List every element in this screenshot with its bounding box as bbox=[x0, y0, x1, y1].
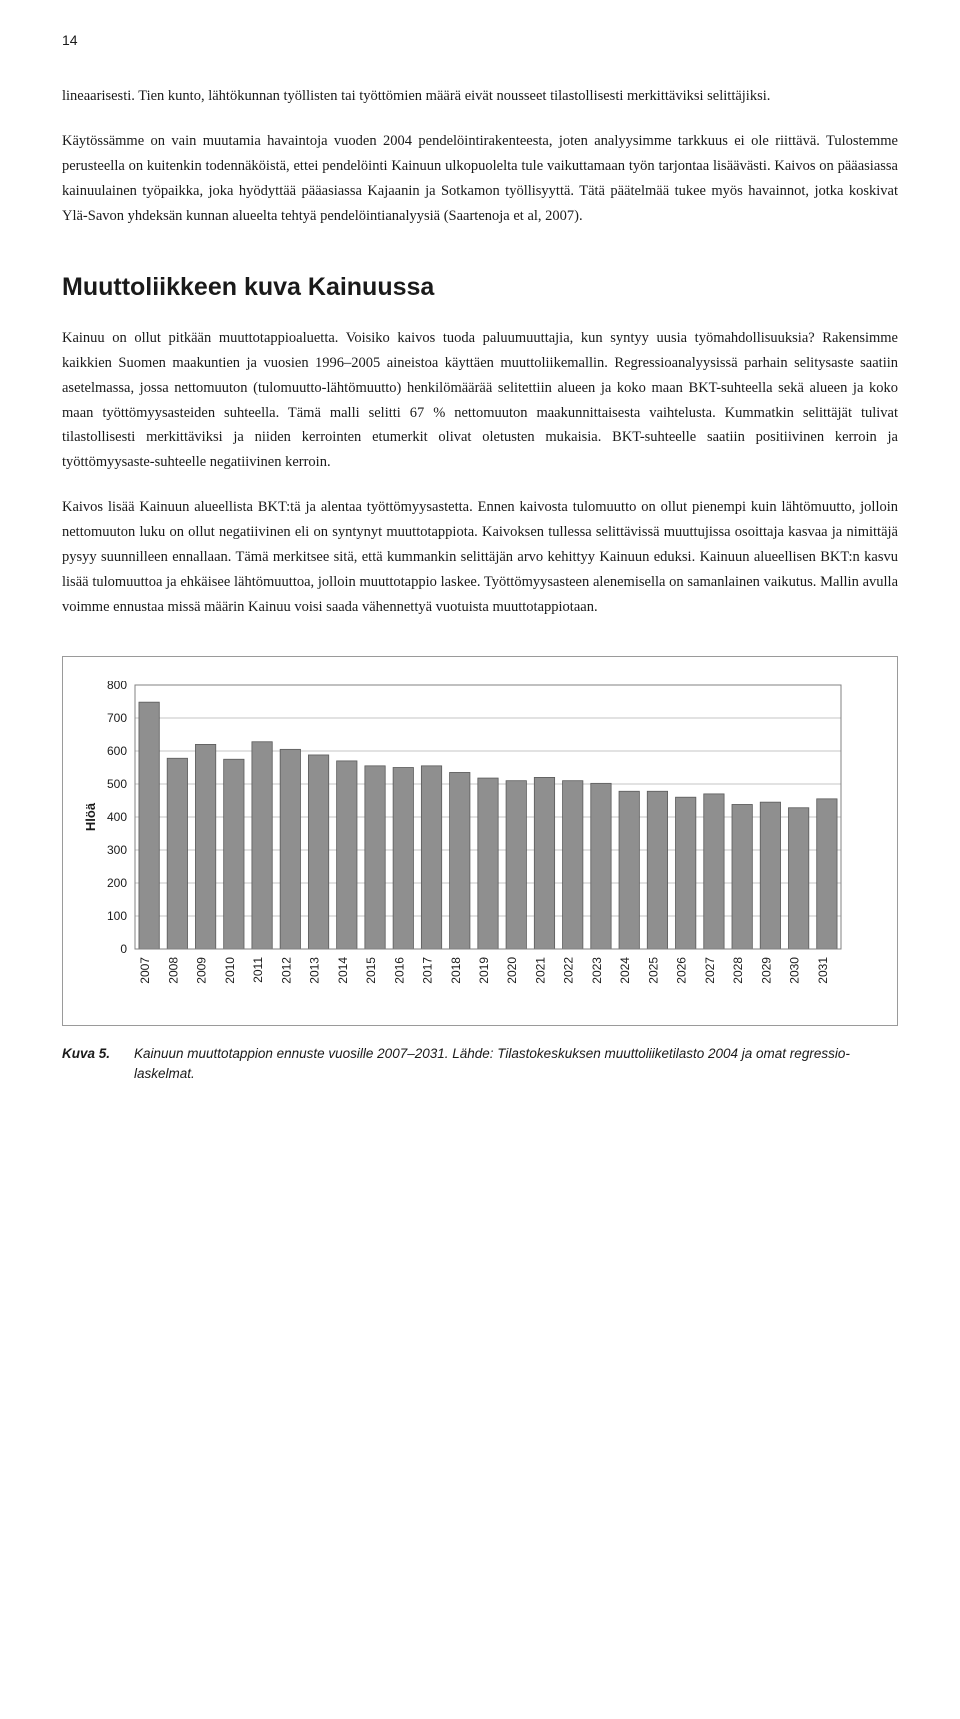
svg-text:2008: 2008 bbox=[166, 957, 180, 984]
caption-label: Kuva 5. bbox=[62, 1044, 134, 1085]
svg-text:2015: 2015 bbox=[364, 957, 378, 984]
svg-text:2021: 2021 bbox=[533, 957, 547, 984]
figure-caption: Kuva 5. Kainuun muuttotappion ennuste vu… bbox=[62, 1044, 898, 1085]
svg-text:2010: 2010 bbox=[223, 957, 237, 984]
svg-text:2017: 2017 bbox=[421, 957, 435, 984]
chart-bar bbox=[450, 772, 470, 949]
chart-bar bbox=[760, 802, 780, 949]
svg-text:400: 400 bbox=[107, 810, 127, 824]
chart-bar bbox=[534, 777, 554, 949]
chart-bar bbox=[224, 759, 244, 949]
section-heading: Muuttoliikkeen kuva Kainuussa bbox=[62, 273, 898, 302]
paragraph-4: Kaivos lisää Kainuun alueellista BKT:tä … bbox=[62, 495, 898, 620]
svg-text:2013: 2013 bbox=[308, 957, 322, 984]
chart-bar bbox=[393, 768, 413, 950]
chart-bar bbox=[704, 794, 724, 949]
chart-bar bbox=[280, 749, 300, 949]
svg-text:2018: 2018 bbox=[449, 957, 463, 984]
chart-bar bbox=[195, 744, 215, 949]
svg-text:2024: 2024 bbox=[618, 957, 632, 984]
svg-text:2007: 2007 bbox=[138, 957, 152, 984]
svg-text:2031: 2031 bbox=[816, 957, 830, 984]
svg-text:2009: 2009 bbox=[195, 957, 209, 984]
bar-chart: 0 100 200 300 400 500 600 700 800 2007 2008 2009 201… bbox=[81, 681, 849, 1011]
chart-bar bbox=[563, 781, 583, 949]
svg-text:2026: 2026 bbox=[675, 957, 689, 984]
svg-text:2029: 2029 bbox=[759, 957, 773, 984]
svg-text:200: 200 bbox=[107, 876, 127, 890]
chart-bar bbox=[337, 761, 357, 949]
chart-bar bbox=[788, 808, 808, 949]
chart-bar bbox=[817, 799, 837, 949]
svg-text:2016: 2016 bbox=[392, 957, 406, 984]
paragraph-3: Kainuu on ollut pitkään muuttotappioalue… bbox=[62, 326, 898, 476]
chart-bar bbox=[167, 758, 187, 949]
chart-bar bbox=[619, 791, 639, 949]
svg-text:600: 600 bbox=[107, 744, 127, 758]
svg-text:800: 800 bbox=[107, 681, 127, 692]
svg-text:0: 0 bbox=[120, 942, 127, 956]
svg-text:2012: 2012 bbox=[279, 957, 293, 984]
caption-text: Kainuun muuttotappion ennuste vuosille 2… bbox=[134, 1044, 898, 1085]
paragraph-2: Käytössämme on vain muutamia havaintoja … bbox=[62, 129, 898, 229]
svg-text:Hlöä: Hlöä bbox=[83, 802, 98, 831]
chart-bar bbox=[252, 742, 272, 949]
svg-text:300: 300 bbox=[107, 843, 127, 857]
chart-bar bbox=[478, 778, 498, 949]
svg-text:2020: 2020 bbox=[505, 957, 519, 984]
svg-text:2028: 2028 bbox=[731, 957, 745, 984]
chart-bar bbox=[139, 702, 159, 949]
svg-text:700: 700 bbox=[107, 711, 127, 725]
svg-text:2019: 2019 bbox=[477, 957, 491, 984]
svg-text:100: 100 bbox=[107, 909, 127, 923]
paragraph-1: lineaarisesti. Tien kunto, lähtökunnan t… bbox=[62, 84, 898, 109]
chart-bar bbox=[365, 766, 385, 949]
chart-container: 0 100 200 300 400 500 600 700 800 2007 2008 2009 201… bbox=[62, 656, 898, 1026]
chart-bar bbox=[732, 804, 752, 949]
svg-text:2023: 2023 bbox=[590, 957, 604, 984]
chart-bar bbox=[421, 766, 441, 949]
svg-text:2030: 2030 bbox=[788, 957, 802, 984]
page-number: 14 bbox=[62, 32, 898, 48]
chart-bar bbox=[591, 783, 611, 949]
svg-text:2027: 2027 bbox=[703, 957, 717, 984]
chart-bar bbox=[647, 791, 667, 949]
svg-text:500: 500 bbox=[107, 777, 127, 791]
svg-text:2022: 2022 bbox=[562, 957, 576, 984]
chart-bar bbox=[676, 797, 696, 949]
svg-text:2014: 2014 bbox=[336, 957, 350, 984]
svg-text:2025: 2025 bbox=[646, 957, 660, 984]
chart-bar bbox=[506, 781, 526, 949]
svg-text:2011: 2011 bbox=[251, 957, 265, 983]
chart-bar bbox=[308, 755, 328, 949]
